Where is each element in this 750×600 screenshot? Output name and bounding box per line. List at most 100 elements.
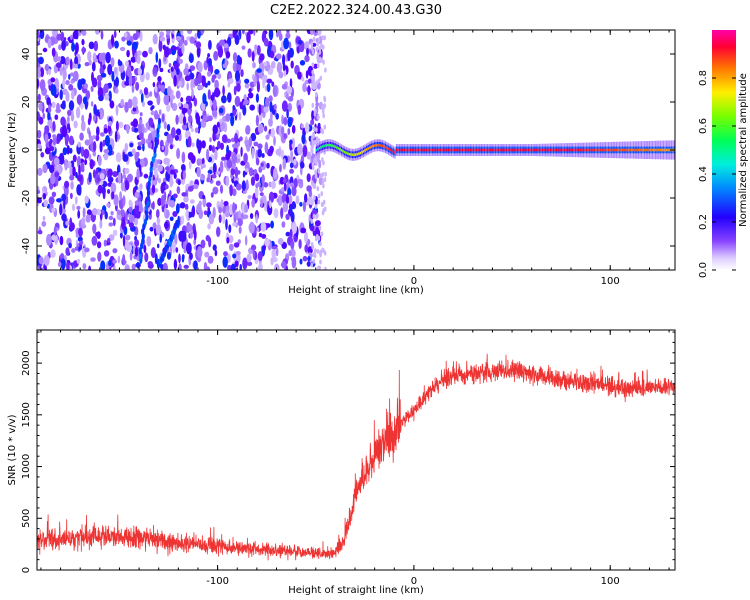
signal-core — [664, 148, 666, 152]
signal-core — [455, 148, 457, 152]
noise-cell — [196, 166, 201, 178]
noise-cell — [157, 164, 164, 172]
noise-cell — [194, 77, 199, 86]
noise-cell — [188, 53, 194, 64]
signal-core — [579, 148, 581, 152]
noise-cell — [285, 231, 291, 237]
noise-cell — [262, 76, 265, 89]
noise-cell — [220, 199, 224, 210]
noise-cell — [302, 255, 308, 262]
noise-cell — [189, 36, 195, 44]
noise-cell — [236, 170, 241, 175]
noise-cell — [122, 254, 126, 266]
signal-core — [322, 145, 324, 148]
noise-cell — [107, 120, 113, 127]
noise-cell — [102, 64, 106, 70]
noise-cell — [132, 118, 138, 128]
noise-cell — [256, 68, 262, 73]
signal-core — [461, 148, 464, 152]
noise-cell — [51, 234, 58, 241]
noise-cell — [47, 110, 51, 122]
noise-cell — [84, 195, 89, 204]
noise-cell — [75, 106, 81, 119]
noise-cell — [234, 34, 240, 46]
noise-cell — [146, 236, 152, 247]
noise-cell — [102, 139, 106, 147]
signal-core — [358, 152, 360, 155]
noise-cell — [169, 94, 176, 100]
noise-cell — [256, 80, 260, 93]
noise-cell — [255, 157, 260, 166]
noise-cell — [81, 217, 86, 227]
noise-cell — [234, 260, 239, 268]
noise-cell — [175, 114, 179, 125]
noise-cell — [169, 190, 172, 196]
signal-core — [582, 148, 584, 152]
signal-core — [578, 148, 580, 152]
y-tick-label: 2000 — [21, 350, 32, 375]
noise-cell — [42, 47, 48, 53]
signal-core — [463, 148, 465, 152]
noise-cell — [293, 158, 297, 166]
noise-cell — [206, 148, 210, 161]
noise-cell — [315, 102, 320, 107]
noise-cell — [226, 237, 230, 244]
noise-cell — [115, 104, 119, 116]
noise-cell — [126, 40, 132, 46]
noise-cell — [161, 113, 165, 123]
noise-cell — [239, 136, 243, 142]
noise-cell — [285, 213, 290, 220]
noise-cell — [151, 202, 154, 209]
signal-core — [501, 148, 503, 152]
noise-cell — [304, 122, 310, 134]
signal-core — [526, 148, 528, 152]
noise-cell — [183, 196, 189, 203]
noise-cell — [257, 251, 263, 262]
noise-cell — [78, 246, 81, 251]
signal-core — [497, 148, 500, 152]
signal-core — [596, 148, 599, 152]
signal-core — [527, 148, 530, 152]
noise-cell — [290, 211, 295, 223]
signal-core — [592, 148, 594, 152]
noise-cell — [158, 109, 162, 116]
noise-cell — [291, 256, 297, 269]
signal-core — [474, 148, 476, 152]
noise-cell — [134, 202, 139, 215]
noise-cell — [107, 189, 111, 194]
noise-cell — [280, 207, 284, 219]
noise-cell — [96, 208, 102, 216]
noise-cell — [301, 133, 306, 145]
noise-cell — [73, 120, 78, 129]
noise-cell — [278, 30, 282, 35]
noise-cell — [271, 249, 277, 259]
noise-cell — [65, 247, 70, 256]
noise-cell — [221, 134, 228, 144]
noise-cell — [67, 109, 72, 116]
noise-cell — [56, 102, 60, 113]
noise-cell — [220, 184, 223, 194]
signal-core — [490, 148, 492, 152]
signal-core — [345, 151, 347, 155]
noise-cell — [158, 58, 162, 69]
noise-cell — [60, 258, 66, 270]
noise-cell — [247, 261, 253, 267]
noise-cell — [196, 203, 202, 214]
signal-core — [367, 147, 369, 150]
noise-cell — [283, 116, 288, 126]
noise-cell — [117, 134, 121, 140]
signal-core — [534, 148, 536, 152]
signal-core — [548, 148, 550, 152]
noise-cell — [70, 181, 74, 190]
signal-core — [603, 148, 605, 152]
noise-cell — [285, 265, 289, 270]
signal-core — [384, 145, 387, 149]
signal-core — [581, 148, 583, 152]
noise-cell — [83, 83, 88, 89]
noise-cell — [132, 33, 139, 41]
noise-cell — [319, 75, 323, 81]
noise-cell — [158, 84, 161, 89]
noise-cell — [310, 41, 314, 47]
noise-cell — [214, 249, 218, 257]
